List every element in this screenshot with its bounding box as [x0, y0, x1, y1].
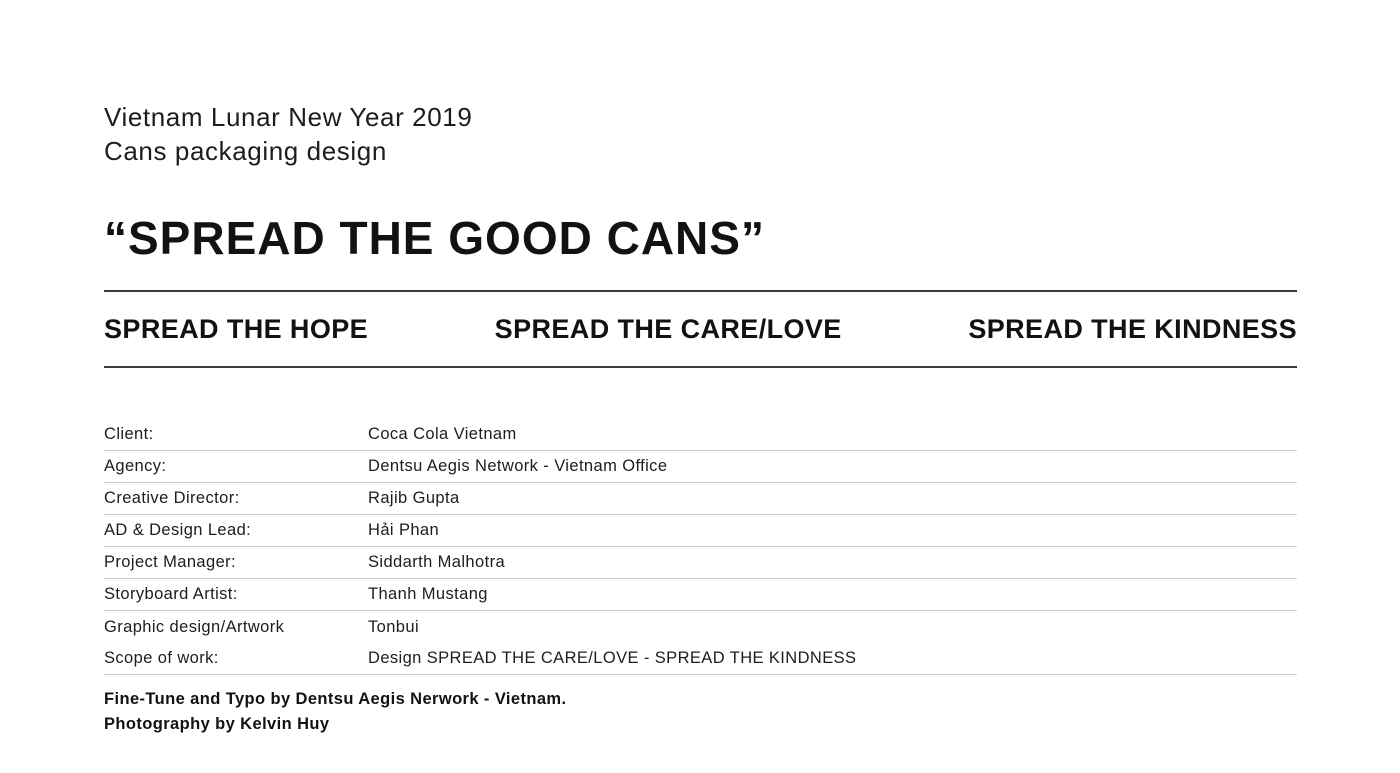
tagline-row: SPREAD THE HOPE SPREAD THE CARE/LOVE SPR…: [104, 292, 1297, 366]
table-row: AD & Design Lead: Hải Phan: [104, 515, 1297, 547]
credit-label: Creative Director:: [104, 489, 240, 507]
credit-value: Thanh Mustang: [368, 585, 488, 603]
project-title-line1: Vietnam Lunar New Year 2019: [104, 102, 473, 132]
tagline-care-love: SPREAD THE CARE/LOVE: [494, 314, 842, 344]
credit-value: Dentsu Aegis Network - Vietnam Office: [368, 457, 668, 475]
footnote-photography: Photography by Kelvin Huy: [104, 715, 330, 733]
credit-label: AD & Design Lead:: [104, 521, 252, 539]
credit-label: Project Manager:: [104, 553, 237, 571]
table-row: Creative Director: Rajib Gupta: [104, 483, 1297, 515]
credit-label: Scope of work:: [104, 649, 219, 667]
campaign-headline: “SPREAD THE GOOD CANS”: [104, 212, 765, 264]
credit-label: Agency:: [104, 457, 167, 475]
credit-value: Hải Phan: [368, 521, 440, 539]
credit-value: Coca Cola Vietnam: [368, 425, 517, 443]
project-title: Vietnam Lunar New Year 2019 Cans packagi…: [104, 100, 1297, 168]
bottom-rule: [104, 366, 1297, 368]
credit-value: Rajib Gupta: [368, 489, 460, 507]
top-rule: [104, 290, 1297, 292]
credit-label: Client:: [104, 425, 154, 443]
table-row: Agency: Dentsu Aegis Network - Vietnam O…: [104, 451, 1297, 483]
tagline-kindness: SPREAD THE KINDNESS: [968, 314, 1297, 344]
credit-value: Siddarth Malhotra: [368, 553, 506, 571]
credit-label: Storyboard Artist:: [104, 585, 238, 603]
table-row: Scope of work: Design SPREAD THE CARE/LO…: [104, 643, 1297, 675]
table-row: Client: Coca Cola Vietnam: [104, 419, 1297, 451]
credit-value: Design SPREAD THE CARE/LOVE - SPREAD THE…: [368, 649, 857, 667]
table-row: Graphic design/Artwork Tonbui: [104, 611, 1297, 643]
footnote-finetune: Fine-Tune and Typo by Dentsu Aegis Nerwo…: [104, 690, 567, 708]
footnotes: Fine-Tune and Typo by Dentsu Aegis Nerwo…: [104, 687, 1297, 737]
table-row: Storyboard Artist: Thanh Mustang: [104, 579, 1297, 611]
tagline-hope: SPREAD THE HOPE: [104, 314, 369, 344]
credits-table: Client: Coca Cola Vietnam Agency: Dentsu…: [104, 419, 1297, 675]
credit-label: Graphic design/Artwork: [104, 617, 285, 636]
project-title-line2: Cans packaging design: [104, 136, 387, 166]
table-row: Project Manager: Siddarth Malhotra: [104, 547, 1297, 579]
credit-value: Tonbui: [368, 617, 420, 636]
